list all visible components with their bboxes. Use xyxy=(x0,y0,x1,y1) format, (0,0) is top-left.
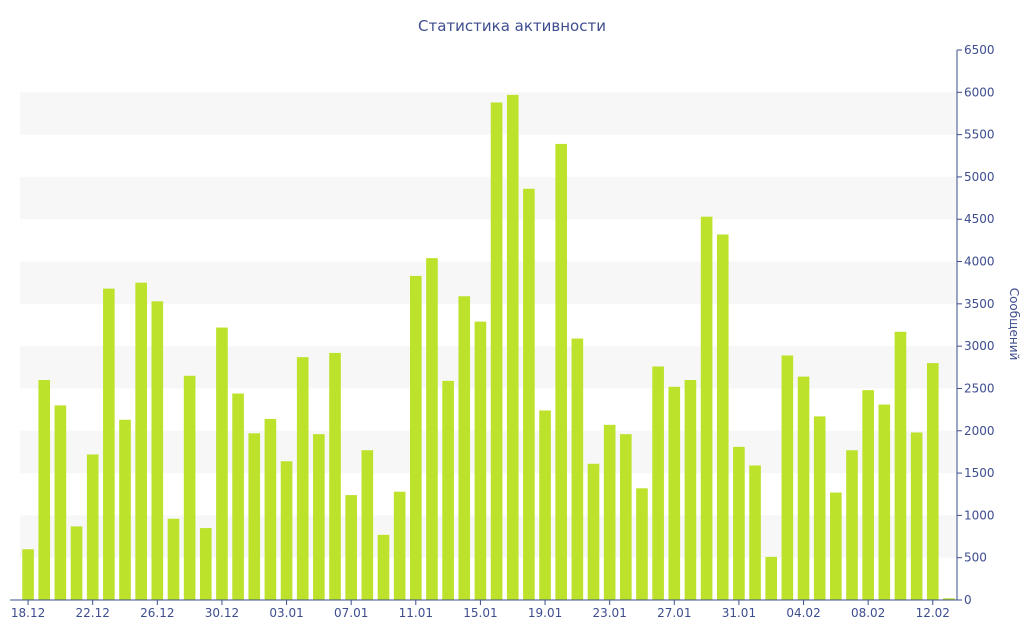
x-tick-label: 22.12 xyxy=(76,606,110,620)
bar-19.12[interactable] xyxy=(38,380,51,600)
x-tick-label: 23.01 xyxy=(592,606,626,620)
bar-10.02[interactable] xyxy=(894,331,907,600)
bar-02.01[interactable] xyxy=(264,418,277,600)
bar-19.01[interactable] xyxy=(539,410,551,600)
bar-09.02[interactable] xyxy=(878,404,891,600)
x-tick-label: 15.01 xyxy=(463,606,497,620)
y-axis-ticks: 0 500 1000 1500 2000 2500 3000 3500 4000 4500 5000… xyxy=(957,43,995,607)
x-tick-label: 19.01 xyxy=(528,606,562,620)
bar-22.12[interactable] xyxy=(86,454,99,600)
bar-12.02[interactable] xyxy=(926,363,939,600)
y-tick-label: 1500 xyxy=(964,466,995,480)
x-tick-label: 31.01 xyxy=(722,606,756,620)
bar-25.12[interactable] xyxy=(135,282,147,600)
x-tick-label: 26.12 xyxy=(140,606,174,620)
x-tick-label: 18.12 xyxy=(11,606,45,620)
bar-06.02[interactable] xyxy=(830,492,842,600)
y-tick-label: 4500 xyxy=(964,212,995,226)
x-tick-label: 07.01 xyxy=(334,606,368,620)
y-tick-label: 0 xyxy=(964,593,972,607)
bar-27.01[interactable] xyxy=(668,386,681,600)
bar-03.02[interactable] xyxy=(781,355,794,600)
bar-10.01[interactable] xyxy=(393,491,406,600)
bar-05.01[interactable] xyxy=(313,434,325,600)
bar-26.01[interactable] xyxy=(652,366,664,600)
bar-09.01[interactable] xyxy=(377,534,390,600)
bar-16.01[interactable] xyxy=(490,102,503,601)
bar-04.01[interactable] xyxy=(296,357,309,600)
y-tick-label: 3000 xyxy=(964,339,995,353)
y-tick-label: 6000 xyxy=(964,85,995,99)
bar-04.02[interactable] xyxy=(797,376,810,600)
bar-08.02[interactable] xyxy=(862,390,874,600)
bar-26.12[interactable] xyxy=(151,301,164,600)
bar-17.01[interactable] xyxy=(506,94,519,600)
bar-08.01[interactable] xyxy=(361,450,374,600)
bar-11.01[interactable] xyxy=(409,275,422,600)
grid-band xyxy=(20,261,957,304)
x-tick-label: 27.01 xyxy=(657,606,691,620)
bar-01.02[interactable] xyxy=(749,465,761,600)
bar-13.01[interactable] xyxy=(442,380,454,600)
bar-18.01[interactable] xyxy=(523,188,535,600)
bar-03.01[interactable] xyxy=(280,461,293,600)
bar-01.01[interactable] xyxy=(248,433,261,600)
bar-11.02[interactable] xyxy=(910,432,923,600)
bar-31.01[interactable] xyxy=(733,446,745,600)
chart-title: Статистика активности xyxy=(418,17,606,35)
y-tick-label: 5500 xyxy=(964,128,995,142)
bar-12.01[interactable] xyxy=(426,258,438,600)
bar-28.12[interactable] xyxy=(183,375,196,600)
x-tick-label: 30.12 xyxy=(205,606,239,620)
bar-07.01[interactable] xyxy=(345,495,357,600)
bar-15.01[interactable] xyxy=(474,321,487,600)
bar-24.12[interactable] xyxy=(119,419,131,600)
bar-02.02[interactable] xyxy=(765,556,778,600)
y-tick-label: 2500 xyxy=(964,381,995,395)
bar-20.12[interactable] xyxy=(54,405,67,600)
bar-18.12[interactable] xyxy=(22,549,34,600)
bar-28.01[interactable] xyxy=(684,380,697,600)
bar-27.12[interactable] xyxy=(167,518,180,600)
bar-23.12[interactable] xyxy=(103,288,115,600)
bar-29.01[interactable] xyxy=(700,216,713,600)
bars-group xyxy=(22,94,955,601)
bar-29.12[interactable] xyxy=(199,528,212,600)
bar-21.01[interactable] xyxy=(571,338,584,600)
grid-band xyxy=(20,92,957,135)
y-tick-label: 4000 xyxy=(964,255,995,269)
y-tick-label: 6500 xyxy=(964,43,995,57)
bar-21.12[interactable] xyxy=(70,526,83,600)
grid-band xyxy=(20,176,957,220)
bar-06.01[interactable] xyxy=(329,352,341,600)
x-axis-ticks: 18.12 22.12 26.12 30.12 03.01 07.01 11.01 15.01… xyxy=(11,600,950,620)
y-axis-label: Сообщений xyxy=(1007,288,1021,361)
bar-31.12[interactable] xyxy=(232,393,244,600)
y-tick-label: 5000 xyxy=(964,170,995,184)
y-tick-label: 500 xyxy=(964,551,987,565)
bar-13.02[interactable] xyxy=(943,598,955,600)
y-tick-label: 1000 xyxy=(964,508,995,522)
y-tick-label: 3500 xyxy=(964,297,995,311)
bar-20.01[interactable] xyxy=(555,143,568,601)
x-tick-label: 03.01 xyxy=(269,606,303,620)
bar-25.01[interactable] xyxy=(636,488,648,600)
y-tick-label: 2000 xyxy=(964,424,995,438)
x-tick-label: 04.02 xyxy=(786,606,820,620)
bar-24.01[interactable] xyxy=(620,434,632,600)
bar-07.02[interactable] xyxy=(846,450,858,600)
x-tick-label: 08.02 xyxy=(851,606,885,620)
bar-22.01[interactable] xyxy=(587,463,600,600)
x-tick-label: 12.02 xyxy=(916,606,950,620)
bar-14.01[interactable] xyxy=(458,296,471,600)
bar-23.01[interactable] xyxy=(603,424,616,600)
bar-30.12[interactable] xyxy=(216,327,228,600)
bar-05.02[interactable] xyxy=(813,416,826,600)
bar-30.01[interactable] xyxy=(716,234,729,600)
x-tick-label: 11.01 xyxy=(399,606,433,620)
